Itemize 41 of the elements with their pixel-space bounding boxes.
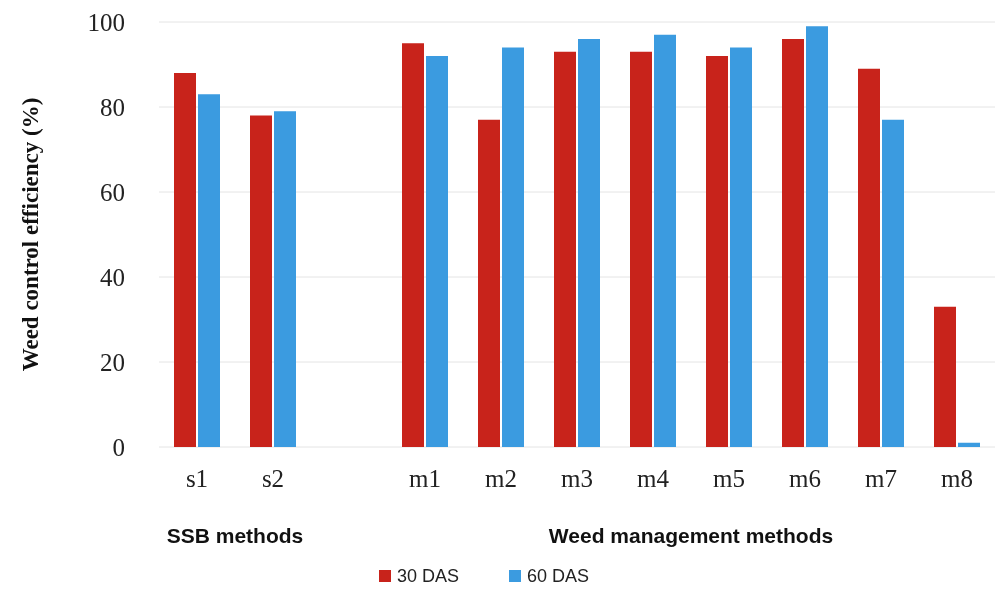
x-tick-label: m4 — [637, 465, 670, 492]
x-tick-label: s2 — [261, 465, 285, 492]
bar — [502, 47, 524, 447]
bar — [426, 56, 448, 447]
x-tick-label: m6 — [789, 465, 821, 492]
bar — [858, 68, 880, 447]
bar — [730, 47, 752, 447]
y-tick-label: 40 — [100, 263, 125, 291]
bar — [806, 26, 828, 447]
bar — [782, 39, 804, 447]
bar — [654, 34, 676, 447]
x-tick-label: m2 — [485, 465, 517, 492]
bar — [578, 39, 600, 447]
y-tick-label: 60 — [100, 178, 125, 206]
y-tick-label: 0 — [112, 433, 125, 461]
y-tick-label: 80 — [100, 93, 125, 121]
y-tick-label: 20 — [100, 348, 125, 376]
bar — [554, 51, 576, 447]
text: SSB methods — [166, 524, 304, 547]
bar — [198, 94, 220, 447]
bar — [934, 306, 956, 447]
bar — [274, 111, 296, 447]
x-tick-label: m7 — [865, 465, 897, 492]
bar — [706, 56, 728, 447]
bar — [250, 115, 272, 447]
bar — [174, 73, 196, 447]
x-tick-label: m8 — [941, 465, 973, 492]
text: Weed management methods — [548, 524, 834, 547]
legend-label: 60 DAS — [527, 566, 590, 586]
bar — [882, 119, 904, 447]
y-axis-title: Weed control efficiency (%) — [18, 97, 43, 372]
bar — [478, 119, 500, 447]
x-tick-label: m3 — [561, 465, 593, 492]
legend-label: 30 DAS — [397, 566, 460, 586]
y-tick-label: 100 — [87, 8, 125, 36]
bar — [958, 442, 980, 447]
bar — [402, 43, 424, 447]
bar — [630, 51, 652, 447]
x-tick-label: m5 — [713, 465, 745, 492]
x-tick-label: m1 — [409, 465, 441, 492]
x-tick-label: s1 — [185, 465, 209, 492]
